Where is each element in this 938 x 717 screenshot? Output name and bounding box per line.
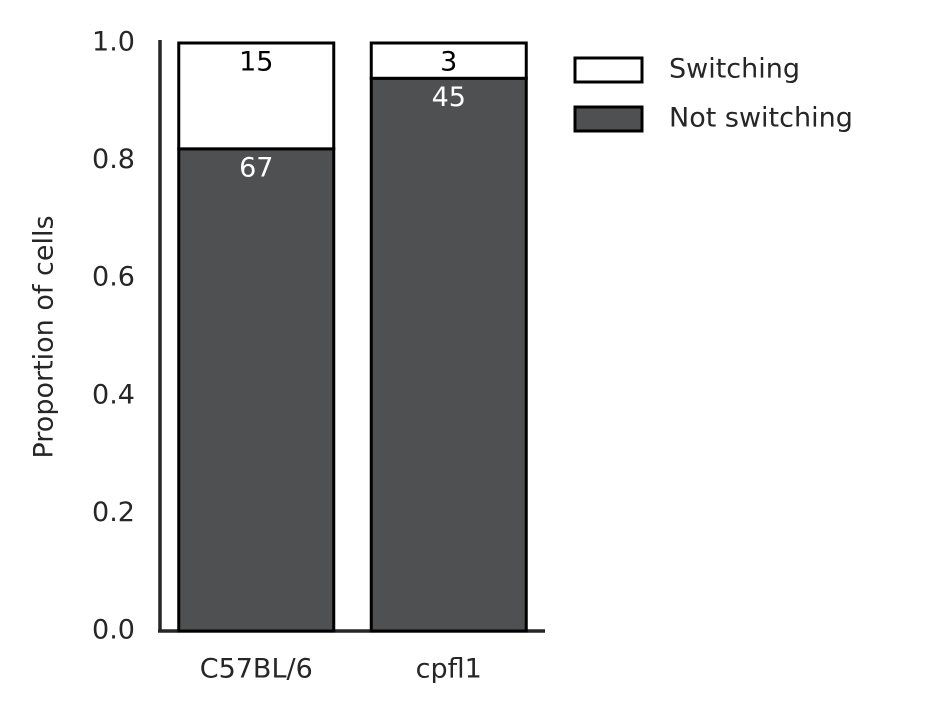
data-label: 45 (432, 82, 466, 113)
bar-segment (369, 41, 528, 80)
legend-swatch (573, 56, 644, 84)
data-label: 3 (440, 47, 457, 78)
y-tick-label: 0.2 (92, 497, 135, 528)
legend-label: Switching (669, 54, 800, 85)
y-tick-label: 0.6 (92, 262, 135, 293)
data-label: 15 (239, 47, 273, 78)
y-tick-label: 0.4 (92, 379, 135, 410)
bar-segment (369, 76, 528, 633)
y-tick-label: 1.0 (92, 27, 135, 58)
bar-segment (177, 147, 336, 633)
y-axis-label: Proportion of cells (29, 215, 60, 458)
x-tick-label: C57BL/6 (200, 654, 313, 685)
bar-segment (177, 41, 336, 151)
x-tick-label: cpfl1 (416, 654, 482, 685)
legend-label: Not switching (669, 103, 853, 134)
y-tick-label: 0.0 (92, 615, 135, 646)
legend-swatch (573, 105, 644, 133)
data-label: 67 (239, 152, 273, 183)
y-tick-label: 0.8 (92, 144, 135, 175)
